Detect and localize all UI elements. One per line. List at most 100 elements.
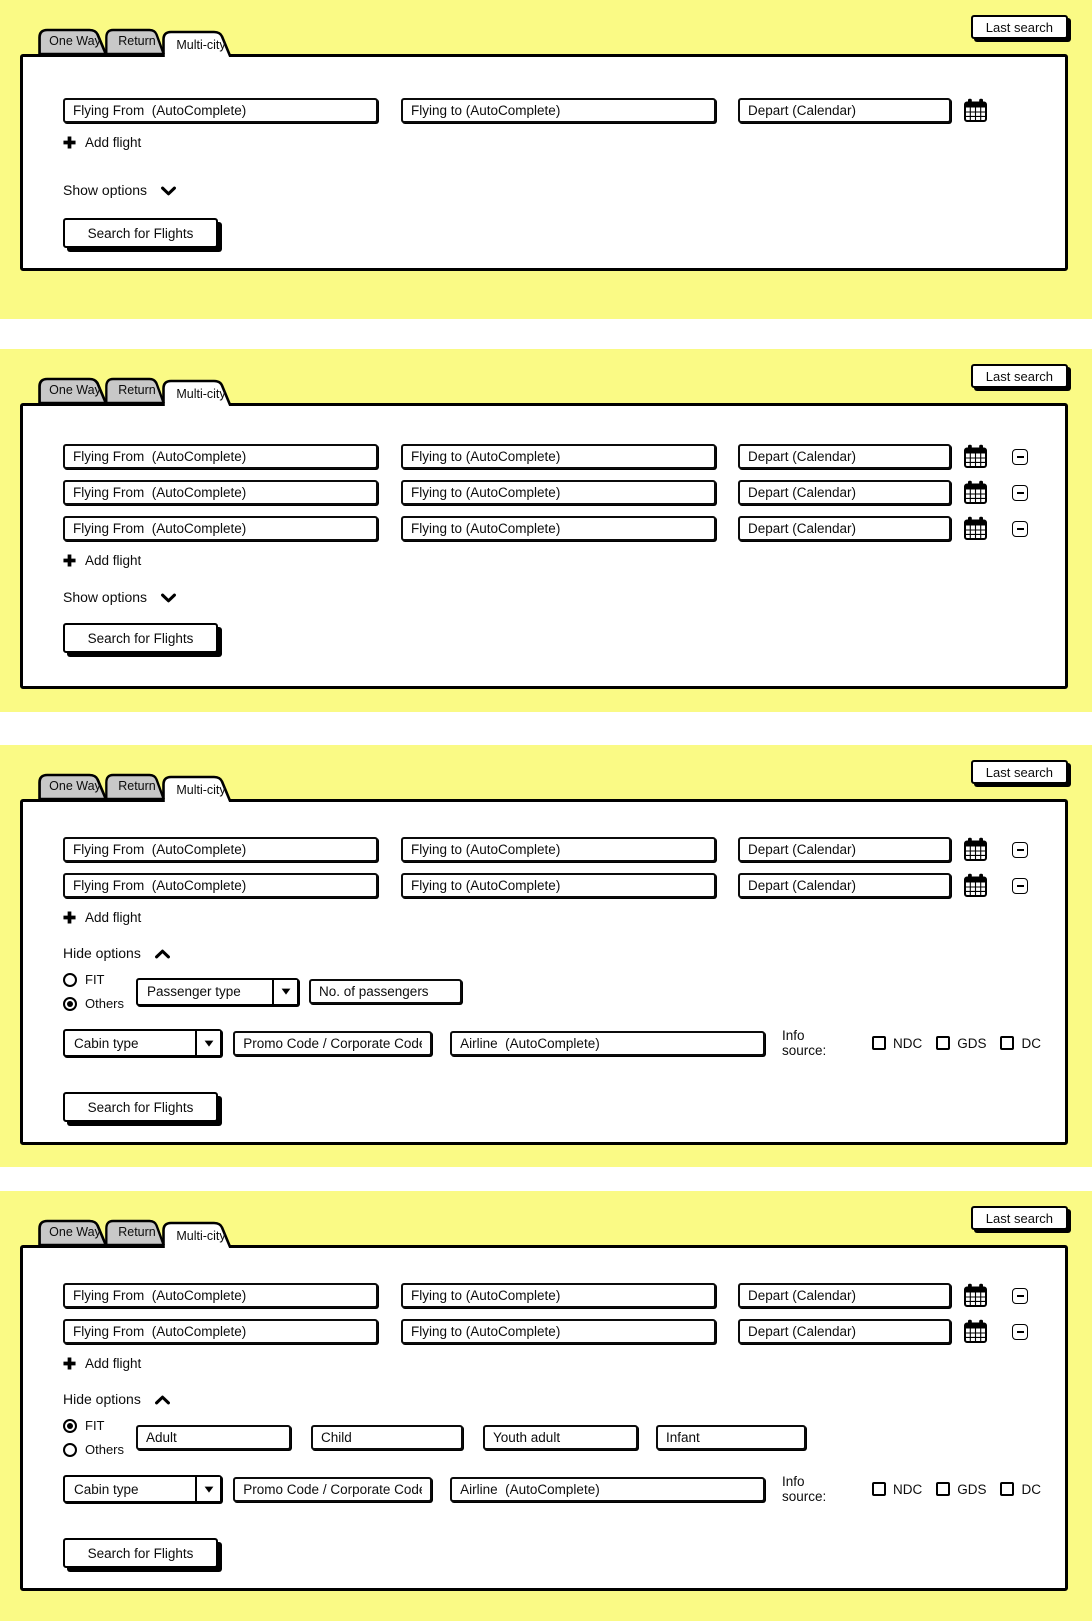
cabin-type-select[interactable]: Cabin type	[63, 1029, 223, 1057]
depart-input[interactable]	[738, 516, 951, 541]
last-search-button[interactable]: Last search	[970, 364, 1068, 388]
show-options-toggle[interactable]: Show options	[63, 589, 177, 605]
child-input[interactable]	[311, 1425, 463, 1450]
add-flight-button[interactable]: Add flight	[63, 135, 141, 150]
tab-multi-city[interactable]: Multi-city	[162, 1218, 240, 1248]
ndc-checkbox[interactable]	[871, 1482, 886, 1496]
search-flights-button[interactable]: Search for Flights	[63, 1092, 218, 1122]
calendar-icon[interactable]	[963, 1319, 988, 1344]
promo-code-input[interactable]	[233, 1030, 433, 1056]
add-flight-button[interactable]: Add flight	[63, 1356, 141, 1371]
tab-return[interactable]: Return	[105, 1219, 169, 1245]
calendar-icon[interactable]	[963, 444, 988, 469]
cabin-type-label: Cabin type	[74, 1481, 139, 1497]
flying-to-input[interactable]	[401, 480, 716, 505]
youth-adult-input[interactable]	[483, 1425, 638, 1450]
info-source-label: Info source:	[781, 1474, 827, 1504]
depart-input[interactable]	[738, 1319, 951, 1344]
tab-one-way[interactable]: One Way	[38, 773, 112, 799]
flying-from-input[interactable]	[63, 1319, 378, 1344]
tab-one-way[interactable]: One Way	[38, 1219, 112, 1245]
last-search-button[interactable]: Last search	[970, 1206, 1068, 1230]
adult-input[interactable]	[136, 1425, 291, 1450]
airline-input[interactable]	[450, 1476, 765, 1502]
radio-circle-selected-icon	[63, 1418, 77, 1433]
flying-from-input[interactable]	[63, 1283, 378, 1308]
remove-flight-button[interactable]	[1012, 841, 1028, 858]
tab-one-way[interactable]: One Way	[38, 28, 112, 54]
tab-multi-city[interactable]: Multi-city	[162, 27, 240, 57]
remove-flight-button[interactable]	[1012, 448, 1028, 465]
infant-input[interactable]	[656, 1425, 806, 1450]
tab-bar: One Way Return Multi-city	[20, 1218, 1068, 1248]
tab-multi-city[interactable]: Multi-city	[162, 772, 240, 802]
flying-to-input[interactable]	[401, 1283, 716, 1308]
search-form-panel: Add flight Show options Search for Fligh…	[20, 403, 1068, 689]
flying-from-input[interactable]	[63, 480, 378, 505]
passenger-type-select[interactable]: Passenger type	[136, 977, 299, 1006]
promo-code-input[interactable]	[233, 1476, 433, 1502]
depart-input[interactable]	[738, 444, 951, 469]
depart-input[interactable]	[738, 837, 951, 862]
calendar-icon[interactable]	[963, 98, 988, 123]
last-search-button[interactable]: Last search	[970, 760, 1068, 784]
flying-to-input[interactable]	[401, 516, 716, 541]
remove-flight-button[interactable]	[1012, 1287, 1028, 1304]
remove-flight-button[interactable]	[1012, 1323, 1028, 1340]
tab-label: Return	[118, 1225, 156, 1239]
flying-to-input[interactable]	[401, 444, 716, 469]
show-options-toggle[interactable]: Show options	[63, 182, 177, 198]
tab-return[interactable]: Return	[105, 377, 169, 403]
calendar-icon[interactable]	[963, 516, 988, 541]
hide-options-toggle[interactable]: Hide options	[63, 1391, 171, 1407]
dc-checkbox[interactable]	[1000, 1482, 1015, 1496]
search-flights-button[interactable]: Search for Flights	[63, 218, 218, 248]
gds-checkbox[interactable]	[936, 1482, 951, 1496]
cabin-type-select[interactable]: Cabin type	[63, 1475, 223, 1503]
calendar-icon[interactable]	[963, 1283, 988, 1308]
tab-one-way[interactable]: One Way	[38, 377, 112, 403]
ndc-checkbox[interactable]	[871, 1036, 886, 1050]
flying-from-input[interactable]	[63, 873, 378, 898]
fit-radio[interactable]: FIT	[63, 1418, 136, 1433]
airline-input[interactable]	[450, 1030, 765, 1056]
dropdown-button[interactable]	[195, 1477, 221, 1501]
search-flights-button[interactable]: Search for Flights	[63, 623, 218, 653]
tab-multi-city[interactable]: Multi-city	[162, 376, 240, 406]
no-of-passengers-input[interactable]	[309, 979, 462, 1004]
flying-to-input[interactable]	[401, 1319, 716, 1344]
remove-flight-button[interactable]	[1012, 484, 1028, 501]
calendar-icon[interactable]	[963, 480, 988, 505]
flying-from-input[interactable]	[63, 98, 378, 123]
tab-return[interactable]: Return	[105, 773, 169, 799]
flying-to-input[interactable]	[401, 98, 716, 123]
others-radio[interactable]: Others	[63, 996, 136, 1011]
add-flight-button[interactable]: Add flight	[63, 553, 141, 568]
flying-to-input[interactable]	[401, 873, 716, 898]
others-radio[interactable]: Others	[63, 1442, 136, 1457]
ndc-label: NDC	[892, 1035, 923, 1051]
tab-return[interactable]: Return	[105, 28, 169, 54]
flying-to-input[interactable]	[401, 837, 716, 862]
depart-input[interactable]	[738, 98, 951, 123]
flying-from-input[interactable]	[63, 516, 378, 541]
dc-checkbox[interactable]	[1000, 1036, 1015, 1050]
depart-input[interactable]	[738, 1283, 951, 1308]
search-flights-button[interactable]: Search for Flights	[63, 1538, 218, 1568]
remove-flight-button[interactable]	[1012, 877, 1028, 894]
flying-from-input[interactable]	[63, 444, 378, 469]
dropdown-button[interactable]	[195, 1031, 221, 1055]
calendar-icon[interactable]	[963, 873, 988, 898]
calendar-icon[interactable]	[963, 837, 988, 862]
hide-options-toggle[interactable]: Hide options	[63, 945, 171, 961]
depart-input[interactable]	[738, 873, 951, 898]
gds-checkbox[interactable]	[936, 1036, 951, 1050]
flying-from-input[interactable]	[63, 837, 378, 862]
fit-radio[interactable]: FIT	[63, 972, 136, 987]
remove-flight-button[interactable]	[1012, 520, 1028, 537]
dropdown-button[interactable]	[272, 979, 297, 1004]
last-search-button[interactable]: Last search	[970, 15, 1068, 39]
minus-icon	[1016, 491, 1024, 494]
add-flight-button[interactable]: Add flight	[63, 910, 141, 925]
depart-input[interactable]	[738, 480, 951, 505]
